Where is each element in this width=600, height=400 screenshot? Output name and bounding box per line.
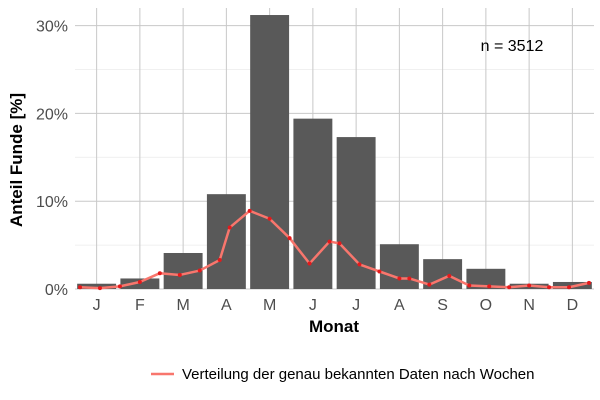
weekly-point (397, 276, 402, 281)
weekly-point (527, 283, 532, 288)
y-tick-label: 30% (36, 19, 68, 36)
x-tick-label: O (480, 297, 492, 314)
weekly-point (307, 261, 312, 266)
weekly-point (97, 286, 102, 291)
weekly-point (137, 279, 142, 284)
weekly-point (287, 236, 292, 241)
weekly-point (357, 262, 362, 267)
x-tick-label: A (394, 297, 405, 314)
bars (77, 15, 592, 290)
x-tick-label: S (437, 297, 448, 314)
weekly-point (507, 285, 512, 290)
x-axis-title: Monat (309, 317, 359, 336)
weekly-point (337, 241, 342, 246)
weekly-point (407, 276, 412, 281)
weekly-point (447, 273, 452, 278)
x-tick-label: J (309, 297, 317, 314)
y-tick-label: 0% (45, 282, 68, 299)
weekly-distribution-line (77, 208, 592, 291)
bar (293, 118, 333, 289)
x-tick-label: J (93, 297, 101, 314)
bar (336, 137, 376, 289)
weekly-point (227, 225, 232, 230)
weekly-point (427, 282, 432, 287)
y-tick-label: 20% (36, 106, 68, 123)
bar (77, 283, 117, 289)
x-tick-label: F (135, 297, 145, 314)
x-tick-label: D (567, 297, 579, 314)
y-axis-title: Anteil Funde [%] (7, 93, 26, 227)
weekly-point (267, 216, 272, 221)
weekly-point (567, 285, 572, 290)
weekly-point (587, 280, 592, 285)
weekly-point (327, 239, 332, 244)
weekly-point (157, 271, 162, 276)
weekly-point (177, 272, 182, 277)
x-tick-label: A (221, 297, 232, 314)
x-tick-label: M (263, 297, 276, 314)
weekly-point (377, 269, 382, 274)
weekly-point (217, 258, 222, 263)
weekly-point (547, 285, 552, 290)
weekly-point (467, 283, 472, 288)
legend-label: Verteilung der genau bekannten Daten nac… (182, 366, 535, 383)
weekly-point (487, 284, 492, 289)
bar (379, 244, 419, 289)
weekly-point (117, 284, 122, 289)
y-axis-ticks: 0% 10% 20% 30% (36, 19, 68, 299)
legend: Verteilung der genau bekannten Daten nac… (151, 366, 535, 383)
sample-size-annotation: n = 3512 (481, 38, 544, 55)
bar (466, 268, 506, 289)
weekly-line (79, 209, 590, 290)
bar (250, 15, 290, 290)
y-tick-label: 10% (36, 194, 68, 211)
x-tick-label: M (176, 297, 189, 314)
weekly-point (197, 268, 202, 273)
weekly-point (247, 208, 252, 213)
x-tick-label: N (523, 297, 535, 314)
weekly-point (77, 285, 82, 290)
x-tick-label: J (352, 297, 360, 314)
